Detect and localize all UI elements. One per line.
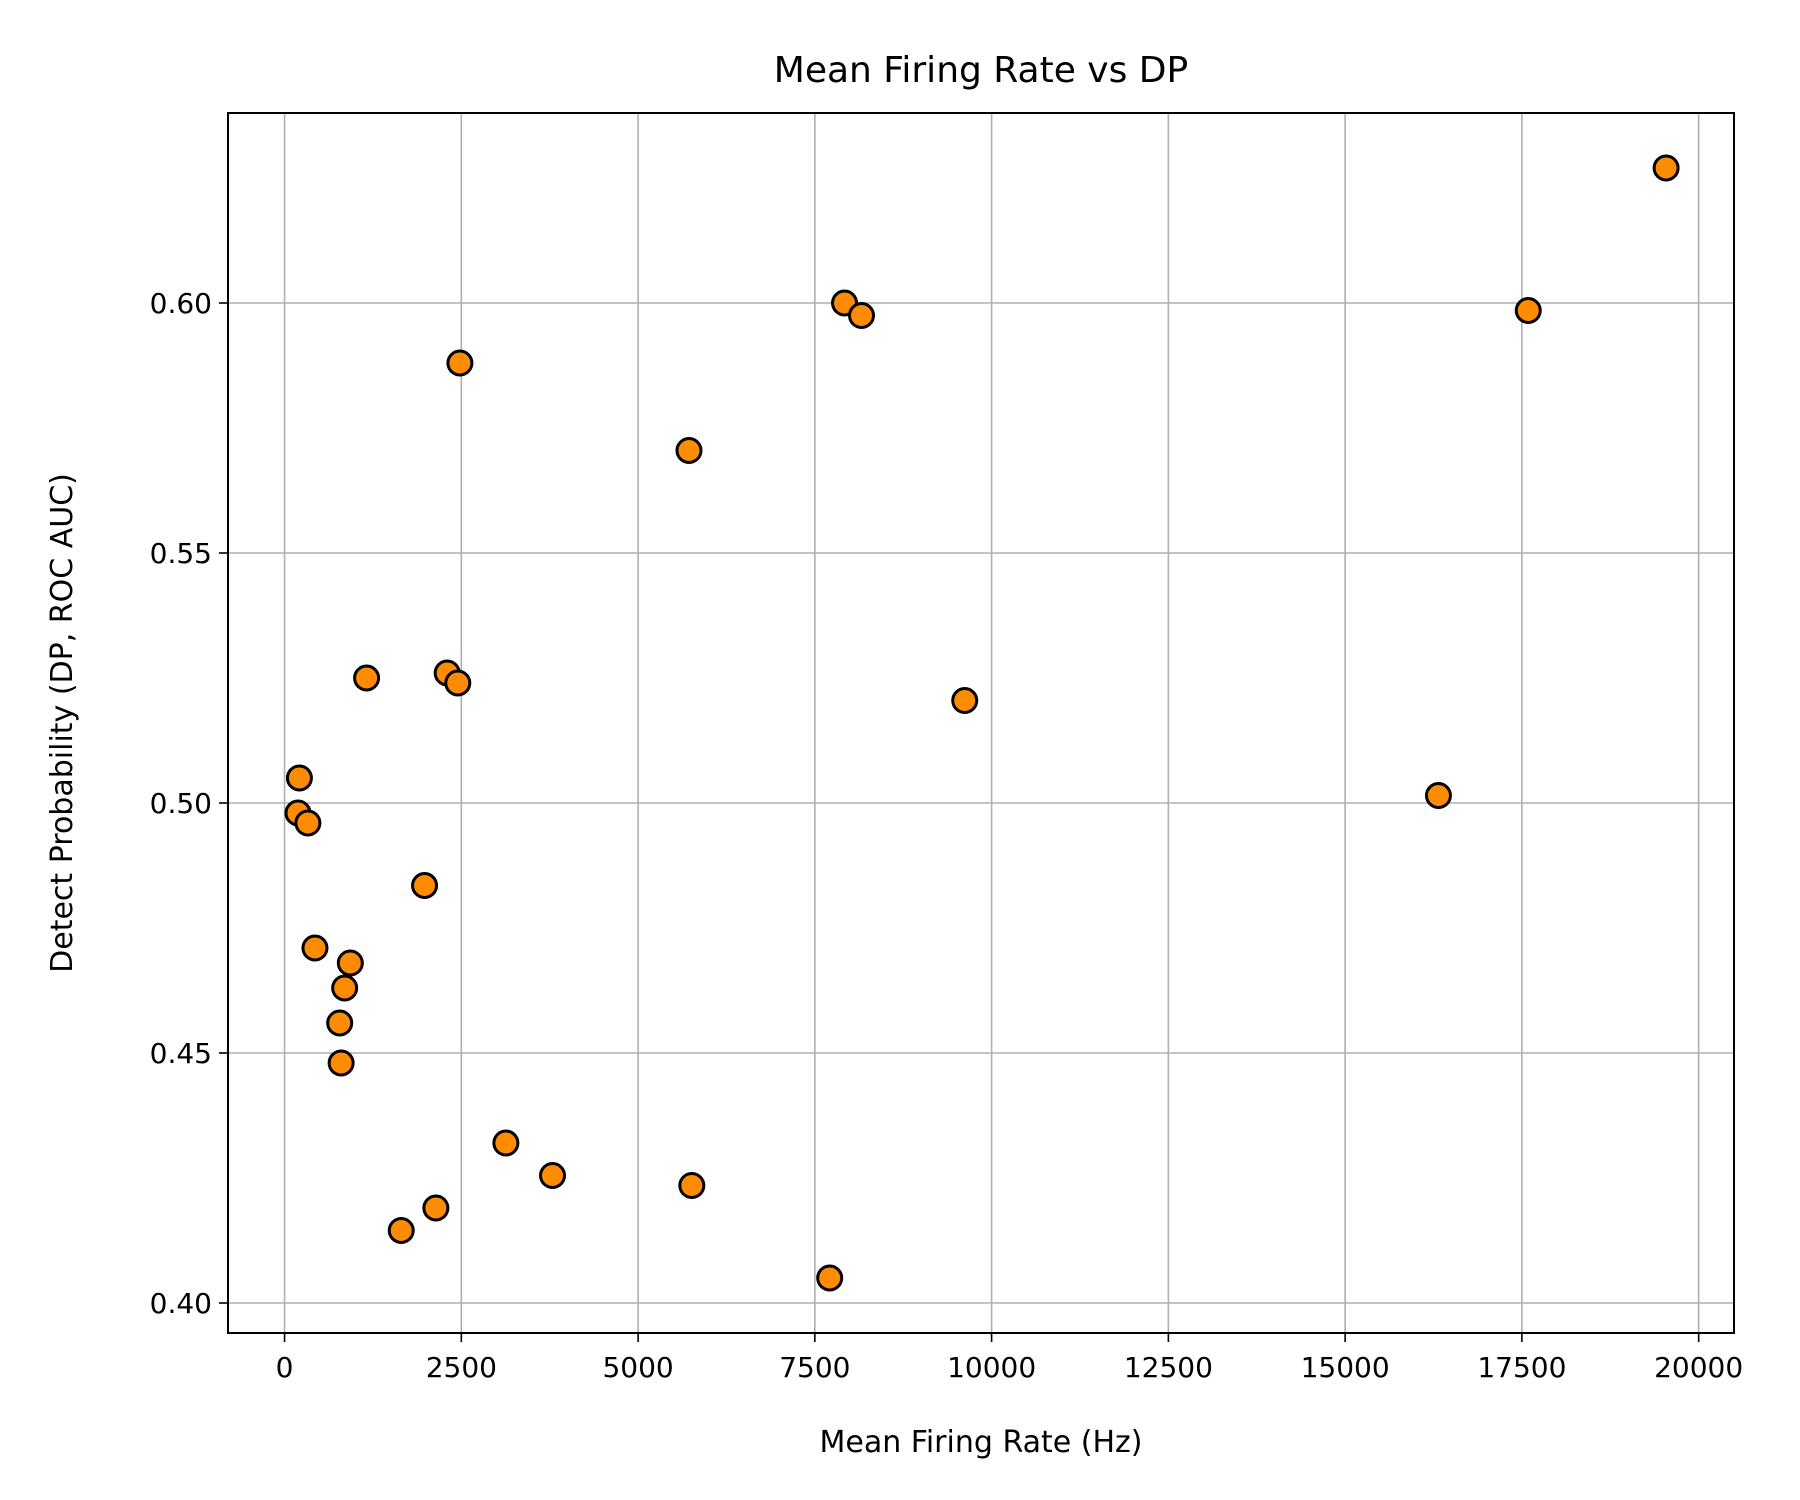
scatter-point: [675, 437, 703, 464]
x-tick-label: 0: [276, 1351, 294, 1384]
y-tick-label: 0.50: [150, 787, 212, 820]
x-tick-label: 2500: [426, 1351, 497, 1384]
point-layer: [284, 154, 1680, 1292]
y-tick-label: 0.55: [150, 537, 212, 570]
scatter-point: [285, 764, 313, 792]
chart-title: Mean Firing Rate vs DP: [774, 50, 1188, 91]
plot-frame: [227, 112, 1735, 1334]
grid-layer: [228, 113, 1734, 1333]
x-tick-label: 10000: [947, 1351, 1036, 1384]
tick-layer: 0 2500 5000 7500 10000 12500 15000 17500 20000 0.…: [150, 287, 1744, 1384]
scatter-point: [1652, 154, 1680, 182]
scatter-point: [294, 809, 322, 837]
x-tick-label: 20000: [1654, 1351, 1743, 1384]
scatter-point: [1514, 297, 1542, 324]
y-tick-label: 0.40: [150, 1287, 212, 1320]
scatter-point: [816, 1264, 844, 1292]
x-tick-label: 5000: [602, 1351, 673, 1384]
x-tick-label: 15000: [1301, 1351, 1390, 1384]
scatter-point: [444, 669, 472, 697]
scatter-point: [446, 349, 474, 377]
y-tick-label: 0.45: [150, 1037, 212, 1070]
scatter-point: [539, 1162, 567, 1189]
y-tick-label: 0.60: [150, 287, 212, 320]
scatter-point: [353, 664, 381, 692]
scatter-point: [422, 1194, 450, 1222]
y-axis-label: Detect Probability (DP, ROC AUC): [45, 473, 80, 973]
scatter-point: [301, 934, 329, 962]
x-tick-label: 17500: [1477, 1351, 1566, 1384]
scatter-point: [327, 1049, 355, 1077]
scatter-point: [387, 1217, 415, 1244]
scatter-point: [331, 974, 359, 1002]
x-axis-label: Mean Firing Rate (Hz): [820, 1425, 1143, 1460]
scatter-point: [411, 872, 439, 899]
scatter-point: [492, 1129, 520, 1157]
scatter-point: [336, 949, 364, 977]
scatter-point: [951, 687, 979, 714]
scatter-point: [678, 1172, 706, 1199]
scatter-point: [848, 302, 876, 329]
scatter-point: [1424, 782, 1452, 809]
scatter-point: [326, 1009, 354, 1037]
x-tick-label: 12500: [1124, 1351, 1213, 1384]
x-tick-label: 7500: [779, 1351, 850, 1384]
